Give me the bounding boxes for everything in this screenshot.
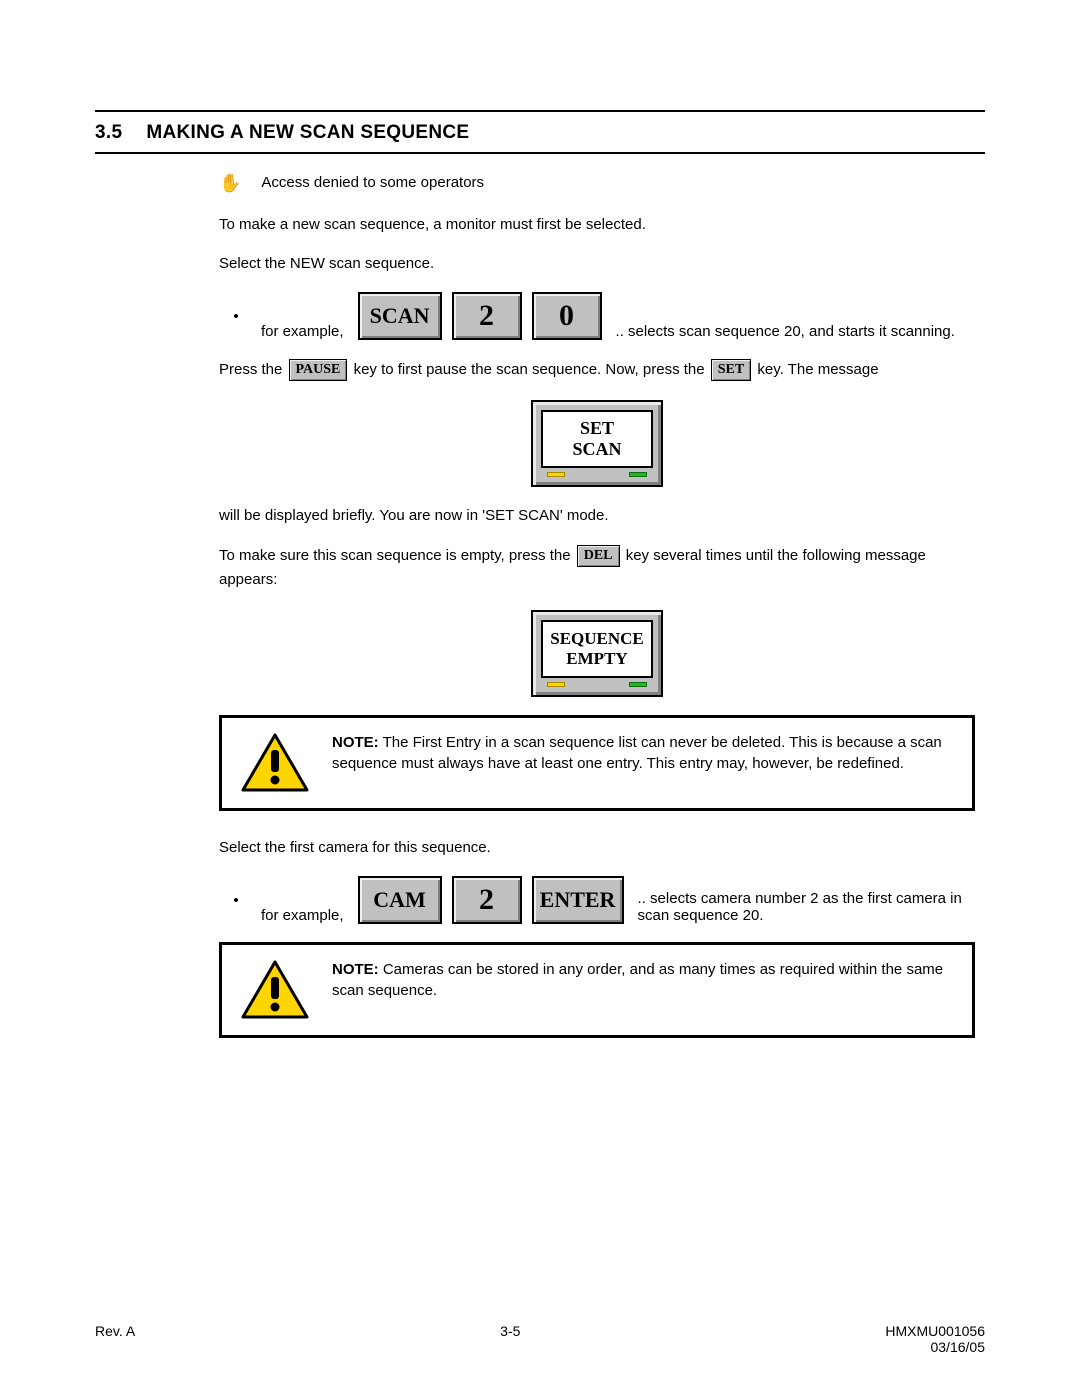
monitor-sequence-empty: SEQUENCE EMPTY <box>531 610 663 697</box>
note-box-2: NOTE: Cameras can be stored in any order… <box>219 942 975 1038</box>
digit-2-key: 2 <box>452 292 522 340</box>
monitor-1-wrap: SET SCAN <box>219 400 975 487</box>
example-1-tail: .. selects scan sequence 20, and starts … <box>616 323 975 340</box>
p3b: key to first pause the scan sequence. No… <box>354 361 709 378</box>
content-body: ✋ Access denied to some operators To mak… <box>219 174 975 1038</box>
page-footer: Rev. A 3-5 HMXMU001056 03/16/05 <box>95 1323 985 1355</box>
access-text: Access denied to some operators <box>261 174 484 191</box>
para-4: will be displayed briefly. You are now i… <box>219 505 975 526</box>
led-green-icon <box>629 682 647 687</box>
access-row: ✋ Access denied to some operators <box>219 174 975 192</box>
led-yellow-icon <box>547 472 565 477</box>
para-1: To make a new scan sequence, a monitor m… <box>219 214 975 235</box>
footer-right: HMXMU001056 03/16/05 <box>885 1323 985 1355</box>
pause-key: PAUSE <box>289 359 348 381</box>
digit-0-key: 0 <box>532 292 602 340</box>
monitor-2-wrap: SEQUENCE EMPTY <box>219 610 975 697</box>
monitor-1-screen: SET SCAN <box>541 410 653 468</box>
cam-key: CAM <box>358 876 442 924</box>
bullet-icon: • <box>219 892 253 909</box>
example-2: • for example, CAM 2 ENTER .. selects ca… <box>219 876 975 924</box>
example-1: • for example, SCAN 2 0 .. selects scan … <box>219 292 975 340</box>
top-rule <box>95 110 985 112</box>
monitor-1-line-2: SCAN <box>572 439 621 460</box>
del-key: DEL <box>577 545 620 567</box>
footer-page: 3-5 <box>500 1323 520 1355</box>
p3a: Press the <box>219 361 287 378</box>
monitor-2-line-1: SEQUENCE <box>550 629 644 649</box>
section-header: 3.5 MAKING A NEW SCAN SEQUENCE <box>95 116 985 154</box>
note-1-text: NOTE: The First Entry in a scan sequence… <box>332 732 954 774</box>
led-green-icon <box>629 472 647 477</box>
section-title: MAKING A NEW SCAN SEQUENCE <box>146 122 469 144</box>
para-5: To make sure this scan sequence is empty… <box>219 544 975 592</box>
footer-rev: Rev. A <box>95 1323 135 1355</box>
monitor-set-scan: SET SCAN <box>531 400 663 487</box>
scan-key: SCAN <box>358 292 442 340</box>
example-2-lead: for example, <box>261 907 344 924</box>
bullet-icon: • <box>219 308 253 325</box>
warning-icon <box>240 959 310 1021</box>
para-2: Select the NEW scan sequence. <box>219 253 975 274</box>
key-row-1: SCAN 2 0 <box>358 292 602 340</box>
para-6: Select the first camera for this sequenc… <box>219 837 975 858</box>
monitor-1-leds <box>541 468 653 477</box>
enter-key: ENTER <box>532 876 624 924</box>
monitor-2-screen: SEQUENCE EMPTY <box>541 620 653 678</box>
footer-doc: HMXMU001056 <box>885 1323 985 1339</box>
stop-hand-icon: ✋ <box>219 174 241 192</box>
example-1-lead: for example, <box>261 323 344 340</box>
note-1-body: The First Entry in a scan sequence list … <box>332 734 942 772</box>
p5a: To make sure this scan sequence is empty… <box>219 547 575 564</box>
para-3: Press the PAUSE key to first pause the s… <box>219 358 975 382</box>
warning-icon <box>240 732 310 794</box>
monitor-1-line-1: SET <box>580 418 614 439</box>
digit-2b-key: 2 <box>452 876 522 924</box>
led-yellow-icon <box>547 682 565 687</box>
note-2-text: NOTE: Cameras can be stored in any order… <box>332 959 954 1001</box>
example-2-tail: .. selects camera number 2 as the first … <box>638 890 975 924</box>
key-row-2: CAM 2 ENTER <box>358 876 624 924</box>
note-2-body: Cameras can be stored in any order, and … <box>332 961 943 999</box>
note-2-label: NOTE: <box>332 961 379 978</box>
note-1-label: NOTE: <box>332 734 379 751</box>
set-key: SET <box>711 359 751 381</box>
section-number: 3.5 <box>95 122 122 144</box>
note-box-1: NOTE: The First Entry in a scan sequence… <box>219 715 975 811</box>
footer-date: 03/16/05 <box>885 1339 985 1355</box>
monitor-2-leds <box>541 678 653 687</box>
monitor-2-line-2: EMPTY <box>566 649 627 669</box>
p3c: key. The message <box>757 361 878 378</box>
